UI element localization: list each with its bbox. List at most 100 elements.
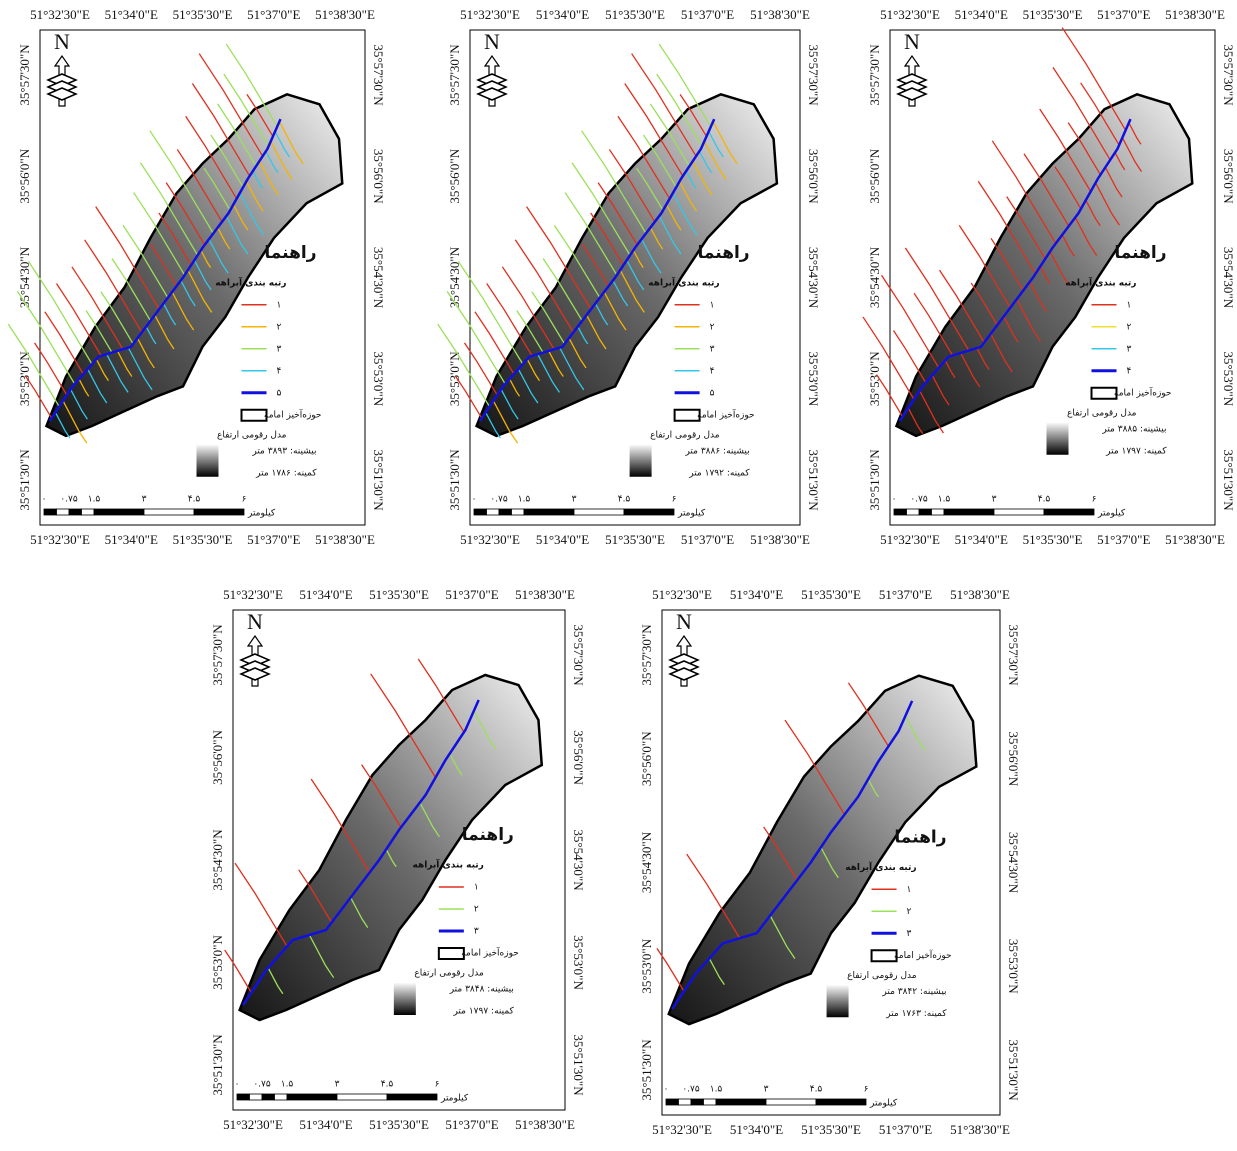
y-coordinate-label: 35°56'0"N xyxy=(806,149,821,204)
x-coordinate-label: 51°35'30"E xyxy=(605,7,665,22)
x-coordinate-label: 51°38'30"E xyxy=(750,7,810,22)
legend-subtitle: رتبه بندی آبراهه xyxy=(845,861,916,873)
x-coordinate-label: 51°37'0"E xyxy=(1097,7,1150,22)
x-coordinate-label: 51°35'30"E xyxy=(1023,7,1083,22)
basin-label: حوزه‌آخیز امامه xyxy=(1114,386,1172,398)
x-coordinate-label: 51°32'30"E xyxy=(30,532,90,547)
y-coordinate-label: 35°56'0"N xyxy=(867,148,882,203)
scale-tick: ۱.۵ xyxy=(710,1085,723,1095)
basin-swatch xyxy=(675,410,700,421)
y-coordinate-label: 35°53'0"N xyxy=(17,351,32,406)
scale-tick: ۰.۷۵ xyxy=(490,495,508,505)
legend-label: ۴ xyxy=(710,366,715,376)
y-coordinate-label: 35°54'30"N xyxy=(447,246,462,308)
y-coordinate-label: 35°56'0"N xyxy=(571,730,586,785)
legend-label: ۲ xyxy=(907,907,912,917)
x-coordinate-label: 51°34'0"E xyxy=(105,7,158,22)
y-coordinate-label: 35°57'30"N xyxy=(1006,624,1021,686)
y-coordinate-label: 35°51'30"N xyxy=(1221,449,1236,511)
y-coordinate-label: 35°57'30"N xyxy=(571,624,586,686)
y-coordinate-label: 35°57'30"N xyxy=(447,44,462,106)
dem-title: مدل رقومی ارتفاع xyxy=(1067,408,1137,418)
dem-max: بیشینه: ۳۸۹۳ متر xyxy=(251,446,316,456)
y-coordinate-label: 35°51'30"N xyxy=(806,449,821,511)
y-coordinate-label: 35°51'30"N xyxy=(639,1039,654,1101)
scale-tick: ۱.۵ xyxy=(938,495,951,505)
basin-swatch xyxy=(242,410,267,421)
legend-label: ۵ xyxy=(710,388,715,398)
y-coordinate-label: 35°56'0"N xyxy=(1221,149,1236,204)
scale-segment xyxy=(919,509,932,515)
basin-swatch xyxy=(439,948,464,959)
x-coordinate-label: 51°32'30"E xyxy=(223,1117,283,1132)
y-coordinate-label: 35°51'30"N xyxy=(17,449,32,511)
scale-segment xyxy=(894,509,907,515)
scale-tick: ۴.۵ xyxy=(188,495,201,505)
y-coordinate-label: 35°51'30"N xyxy=(371,449,386,511)
legend-subtitle: رتبه بندی آبراهه xyxy=(1065,276,1136,288)
x-coordinate-label: 51°38'30"E xyxy=(1165,7,1225,22)
dem-ramp xyxy=(827,985,849,1017)
scale-tick: ۴.۵ xyxy=(381,1080,394,1090)
map-panel: 51°32'30"E51°32'30"E51°34'0"E51°34'0"E51… xyxy=(8,7,386,547)
scale-tick: ۱.۵ xyxy=(518,495,531,505)
scale-segment xyxy=(499,509,512,515)
scale-tick: ۰ xyxy=(664,1085,669,1095)
scale-segment xyxy=(624,509,674,515)
dem-ramp xyxy=(1047,423,1069,455)
scale-tick: ۰ xyxy=(892,495,897,505)
y-coordinate-label: 35°53'0"N xyxy=(639,938,654,993)
y-coordinate-label: 35°57'30"N xyxy=(867,44,882,106)
scale-segment xyxy=(932,509,945,515)
basin-swatch xyxy=(1092,388,1117,399)
scale-tick: ۳ xyxy=(142,495,147,505)
basin-label: حوزه‌آخیز امامه xyxy=(697,408,755,420)
legend-subtitle: رتبه بندی آبراهه xyxy=(648,276,719,288)
x-coordinate-label: 51°37'0"E xyxy=(247,7,300,22)
y-coordinate-label: 35°56'0"N xyxy=(371,149,386,204)
x-coordinate-label: 51°37'0"E xyxy=(681,532,734,547)
y-coordinate-label: 35°53'0"N xyxy=(210,935,225,990)
scale-segment xyxy=(766,1099,816,1105)
scale-segment xyxy=(262,1094,275,1100)
scale-tick: ۰ xyxy=(472,495,477,505)
x-coordinate-label: 51°35'30"E xyxy=(369,587,429,602)
scale-segment xyxy=(907,509,920,515)
scale-segment xyxy=(666,1099,679,1105)
y-coordinate-label: 35°57'30"N xyxy=(371,44,386,106)
x-coordinate-label: 51°34'0"E xyxy=(730,587,783,602)
x-coordinate-label: 51°35'30"E xyxy=(173,7,233,22)
figure: 51°32'30"E 51°32'30"E 51°34'0"E 51°34'0"E 51… xyxy=(0,0,1237,1151)
legend-label: ۱ xyxy=(710,300,715,310)
legend-title: راهنما xyxy=(697,243,749,263)
x-coordinate-label: 51°32'30"E xyxy=(460,532,520,547)
y-coordinate-label: 35°54'30"N xyxy=(1221,247,1236,309)
north-label: N xyxy=(247,609,263,634)
scale-tick: ۶ xyxy=(435,1080,440,1090)
x-coordinate-label: 51°38'30"E xyxy=(315,532,375,547)
x-coordinate-label: 51°35'30"E xyxy=(605,532,665,547)
dem-title: مدل رقومی ارتفاع xyxy=(217,430,287,440)
x-coordinate-label: 51°37'0"E xyxy=(445,587,498,602)
scale-segment xyxy=(691,1099,704,1105)
dem-min: کمینه: ۱۷۹۷ متر xyxy=(1105,446,1167,456)
scale-segment xyxy=(512,509,525,515)
x-coordinate-label: 51°38'30"E xyxy=(1165,532,1225,547)
legend-title: راهنما xyxy=(1114,243,1166,263)
north-label: N xyxy=(904,29,920,54)
legend-label: ۱ xyxy=(277,300,282,310)
dem-ramp xyxy=(630,445,652,477)
scale-tick: ۱.۵ xyxy=(281,1080,294,1090)
legend-label: ۳ xyxy=(907,929,912,939)
x-coordinate-label: 51°34'0"E xyxy=(536,532,589,547)
x-coordinate-label: 51°34'0"E xyxy=(955,532,1008,547)
x-coordinate-label: 51°34'0"E xyxy=(299,1117,352,1132)
y-coordinate-label: 35°56'0"N xyxy=(1006,731,1021,786)
y-coordinate-label: 35°53'0"N xyxy=(371,351,386,406)
y-coordinate-label: 35°54'30"N xyxy=(806,247,821,309)
scale-tick: ۶ xyxy=(864,1085,869,1095)
scale-tick: ۰.۷۵ xyxy=(682,1085,700,1095)
y-coordinate-label: 35°51'30"N xyxy=(867,449,882,511)
north-label: N xyxy=(54,29,70,54)
x-coordinate-label: 51°38'30"E xyxy=(515,587,575,602)
